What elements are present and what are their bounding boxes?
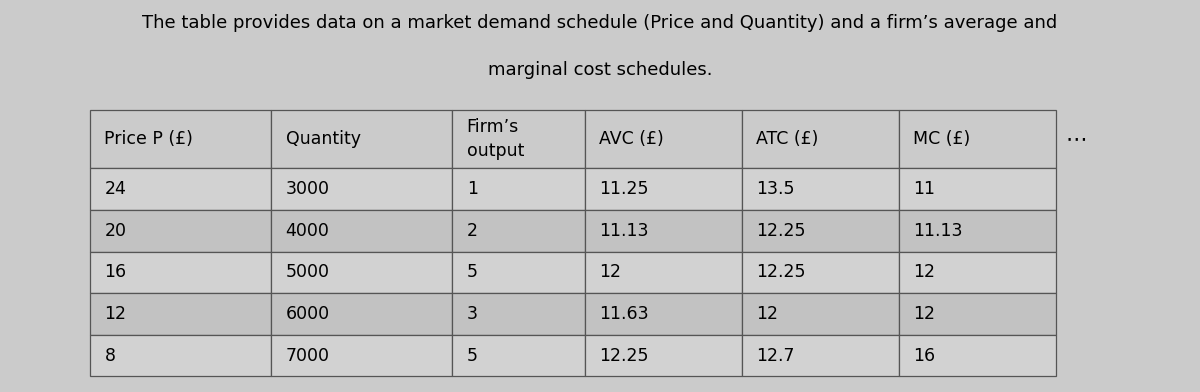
- Text: Firm’s: Firm’s: [467, 118, 518, 136]
- Text: 6000: 6000: [286, 305, 330, 323]
- Text: 12.25: 12.25: [756, 222, 806, 240]
- Text: The table provides data on a market demand schedule (Price and Quantity) and a f: The table provides data on a market dema…: [143, 14, 1057, 32]
- Text: 7000: 7000: [286, 347, 330, 365]
- Text: 20: 20: [104, 222, 126, 240]
- Text: 12.25: 12.25: [756, 263, 806, 281]
- Text: 13.5: 13.5: [756, 180, 794, 198]
- Text: 12.25: 12.25: [600, 347, 649, 365]
- Text: Quantity: Quantity: [286, 130, 360, 148]
- Text: 11.25: 11.25: [600, 180, 649, 198]
- Text: 4000: 4000: [286, 222, 329, 240]
- Text: MC (£): MC (£): [913, 130, 971, 148]
- Text: 3000: 3000: [286, 180, 330, 198]
- Text: 3: 3: [467, 305, 478, 323]
- Text: 16: 16: [104, 263, 126, 281]
- Text: 12: 12: [600, 263, 622, 281]
- Text: 12: 12: [756, 305, 779, 323]
- Text: 12: 12: [104, 305, 126, 323]
- Text: AVC (£): AVC (£): [600, 130, 665, 148]
- Text: 12.7: 12.7: [756, 347, 794, 365]
- Text: 24: 24: [104, 180, 126, 198]
- Text: 11: 11: [913, 180, 936, 198]
- Text: output: output: [467, 142, 524, 160]
- Text: Price P (£): Price P (£): [104, 130, 193, 148]
- Text: ATC (£): ATC (£): [756, 130, 818, 148]
- Text: 11.63: 11.63: [600, 305, 649, 323]
- Text: 2: 2: [467, 222, 478, 240]
- Text: marginal cost schedules.: marginal cost schedules.: [487, 61, 713, 79]
- Text: 5000: 5000: [286, 263, 330, 281]
- Text: 1: 1: [467, 180, 478, 198]
- Text: 11.13: 11.13: [600, 222, 649, 240]
- Text: 12: 12: [913, 263, 936, 281]
- Text: 11.13: 11.13: [913, 222, 962, 240]
- Text: 5: 5: [467, 263, 478, 281]
- Text: 5: 5: [467, 347, 478, 365]
- Text: ⋯: ⋯: [1066, 129, 1087, 149]
- Text: 8: 8: [104, 347, 115, 365]
- Text: 12: 12: [913, 305, 936, 323]
- Text: 16: 16: [913, 347, 936, 365]
